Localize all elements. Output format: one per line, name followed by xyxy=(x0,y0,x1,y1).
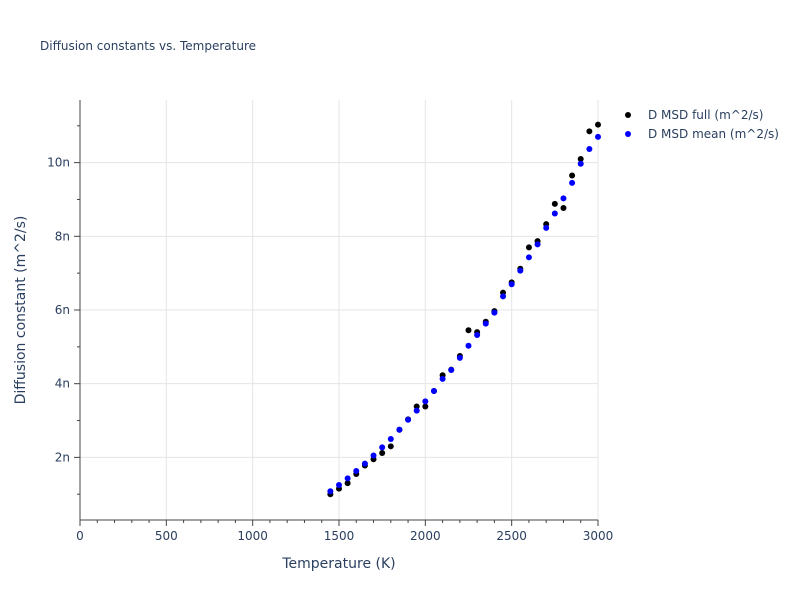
y-axis-ticks: 2n 4n 6n 8n 10n xyxy=(47,156,80,464)
data-point xyxy=(327,488,334,495)
data-point xyxy=(534,241,541,248)
data-point xyxy=(551,210,558,217)
data-point xyxy=(491,309,498,316)
series-d-msd-mean xyxy=(327,133,601,495)
data-point xyxy=(508,281,515,288)
data-point xyxy=(543,224,550,231)
x-tick-label: 500 xyxy=(155,529,178,543)
data-point xyxy=(387,435,394,442)
data-point xyxy=(500,293,507,300)
data-point xyxy=(379,449,386,456)
data-point xyxy=(586,146,593,152)
data-point xyxy=(439,375,446,382)
data-point xyxy=(344,475,351,482)
series-d-msd-full xyxy=(327,121,601,498)
data-point xyxy=(379,444,386,451)
data-point xyxy=(465,342,472,349)
data-point xyxy=(413,407,420,414)
legend-label-full: D MSD full (m^2/s) xyxy=(648,108,763,122)
data-point xyxy=(422,398,429,405)
data-point xyxy=(577,160,584,167)
y-tick-label: 2n xyxy=(55,450,70,464)
data-point xyxy=(569,172,576,179)
data-point xyxy=(569,179,576,186)
data-point xyxy=(448,367,455,374)
data-point xyxy=(344,480,351,487)
y-axis-title: Diffusion constant (m^2/s) xyxy=(13,216,29,405)
data-point xyxy=(517,267,524,274)
y-tick-label: 8n xyxy=(55,229,70,243)
data-point xyxy=(370,452,377,459)
x-tick-label: 0 xyxy=(76,529,84,543)
legend-marker-full xyxy=(625,112,631,118)
y-gridlines xyxy=(80,162,598,458)
data-point xyxy=(456,354,463,361)
x-tick-label: 1500 xyxy=(324,529,355,543)
data-point xyxy=(474,332,481,339)
data-point xyxy=(551,200,558,207)
x-axis-ticks: 0 500 1000 1500 2000 2500 3000 xyxy=(76,520,613,543)
data-point xyxy=(465,327,472,334)
data-point xyxy=(361,460,368,467)
data-point xyxy=(560,195,567,202)
x-tick-label: 2000 xyxy=(410,529,441,543)
y-tick-label: 4n xyxy=(55,377,70,391)
legend-label-mean: D MSD mean (m^2/s) xyxy=(648,127,779,141)
x-tick-label: 2500 xyxy=(496,529,527,543)
data-point xyxy=(422,403,429,410)
data-point xyxy=(525,254,532,261)
data-point xyxy=(353,468,360,474)
x-tick-label: 1000 xyxy=(237,529,268,543)
x-tick-label: 3000 xyxy=(583,529,614,543)
data-point xyxy=(396,426,403,433)
data-point xyxy=(430,388,437,395)
legend-marker-mean xyxy=(625,131,631,137)
data-point xyxy=(405,416,412,423)
data-point xyxy=(336,482,342,488)
y-tick-label: 6n xyxy=(55,303,70,317)
data-point xyxy=(525,244,532,251)
legend[interactable]: D MSD full (m^2/s) D MSD mean (m^2/s) xyxy=(625,108,779,141)
data-point xyxy=(560,204,567,211)
chart-title: Diffusion constants vs. Temperature xyxy=(40,39,256,53)
data-point xyxy=(577,155,584,162)
y-axis-minor-ticks xyxy=(77,125,80,495)
data-points xyxy=(327,121,601,498)
x-axis-minor-ticks xyxy=(96,520,582,523)
y-tick-label: 10n xyxy=(47,156,70,170)
x-axis-title: Temperature (K) xyxy=(281,556,395,572)
data-point xyxy=(586,128,593,135)
data-point xyxy=(595,121,601,128)
data-point xyxy=(595,133,601,140)
data-point xyxy=(482,320,489,327)
data-point xyxy=(387,443,394,450)
